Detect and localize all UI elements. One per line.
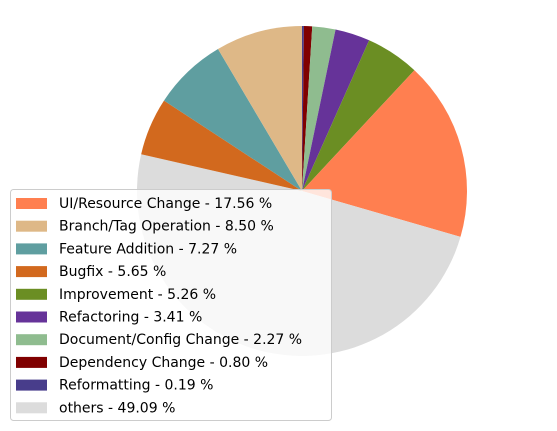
pie-slice-improvement <box>302 40 415 191</box>
legend-frame <box>10 189 332 421</box>
pie-slice-feature-addition <box>163 48 302 192</box>
legend-label-document-config-change: Document/Config Change - 2.27 % <box>59 332 302 348</box>
legend-label-branch-tag-operation: Branch/Tag Operation - 8.50 % <box>59 219 274 235</box>
legend: UI/Resource Change - 17.56 % Branch/Tag O… <box>10 189 332 421</box>
pie-slice-dependency-change <box>302 26 313 192</box>
legend-label-reformatting: Reformatting - 0.19 % <box>59 378 213 394</box>
legend-swatch-document-config-change <box>16 334 47 346</box>
pie-slice-document-config-change <box>302 26 336 191</box>
pie-slice-reformatting <box>302 25 304 191</box>
pie-slice-ui-resource-change <box>302 70 468 237</box>
legend-label-ui-resource-change: UI/Resource Change - 17.56 % <box>59 196 272 212</box>
legend-swatch-others <box>16 402 47 414</box>
pie-slice-refactoring <box>302 29 370 192</box>
legend-swatch-dependency-change <box>16 356 47 368</box>
legend-swatch-improvement <box>16 288 47 300</box>
legend-swatch-refactoring <box>16 311 47 323</box>
legend-label-improvement: Improvement - 5.26 % <box>59 287 216 303</box>
legend-label-feature-addition: Feature Addition - 7.27 % <box>59 241 237 257</box>
legend-label-dependency-change: Dependency Change - 0.80 % <box>59 355 268 371</box>
pie-slice-bugfix <box>141 100 302 191</box>
legend-label-others: others - 49.09 % <box>59 400 175 416</box>
legend-label-bugfix: Bugfix - 5.65 % <box>59 264 166 280</box>
legend-swatch-feature-addition <box>16 243 47 255</box>
legend-swatch-bugfix <box>16 266 47 278</box>
pie-slice-branch-tag-operation <box>218 26 302 191</box>
legend-label-refactoring: Refactoring - 3.41 % <box>59 310 202 326</box>
legend-swatch-ui-resource-change <box>16 198 47 209</box>
legend-swatch-branch-tag-operation <box>16 220 47 232</box>
legend-swatch-reformatting <box>16 379 47 391</box>
